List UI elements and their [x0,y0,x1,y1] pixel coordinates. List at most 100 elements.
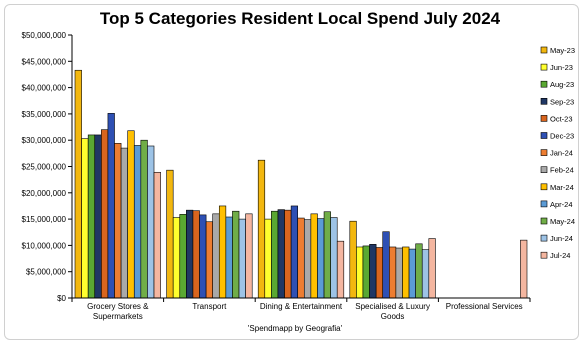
y-axis: $0 $5,000,000 $10,000,000 $15,000,000 $20,00… [22,31,73,303]
bar [271,210,279,299]
x-tick-label: Transport [192,302,227,311]
bar [205,221,213,299]
legend-label: May-24 [550,217,575,226]
bar [520,239,528,299]
y-tick-label: $0 [57,294,66,303]
bar [257,159,266,299]
y-tick-label: $20,000,000 [22,189,67,198]
bar [199,214,207,299]
bar [303,219,312,299]
bar [238,218,246,299]
bar [127,130,135,299]
bar [87,134,96,299]
y-tick-label: $40,000,000 [22,84,67,93]
chart-title: Top 5 Categories Resident Local Spend Ju… [100,9,501,28]
legend-label: Apr-24 [550,200,573,209]
x-tick-label: Professional Services [446,302,523,311]
legend-swatch [540,80,548,88]
bar [192,210,200,299]
legend-swatch [540,200,548,208]
legend-swatch [540,251,548,259]
bar [330,217,338,299]
y-tick-label: $5,000,000 [26,268,67,277]
bar [153,171,161,299]
bar [225,216,233,299]
bar [375,247,384,299]
legend-swatch [540,46,548,54]
bar [297,217,305,299]
bar [245,213,253,299]
bar [120,147,128,299]
bar [264,218,272,299]
y-tick-label: $50,000,000 [22,31,67,40]
legend-swatch [540,183,548,191]
bar [349,220,357,299]
bar [290,205,298,299]
y-tick-label: $35,000,000 [22,110,67,119]
bar [408,248,416,299]
bar [94,134,102,299]
bar [395,247,403,299]
bar [421,249,430,299]
bars [74,69,528,299]
bar [402,246,410,299]
legend-swatch [540,166,548,173]
legend-swatch [540,63,548,71]
y-tick-label: $10,000,000 [22,241,67,250]
bar [310,213,318,299]
bar [166,169,174,299]
legend-swatch [540,234,548,242]
legend-label: Jan-24 [550,149,573,158]
bar [133,145,142,299]
bar [212,213,220,299]
bar [218,205,227,299]
bar [323,211,331,299]
legend-label: Sep-23 [550,97,574,106]
bar [114,143,122,299]
bar [179,214,187,299]
legend-label: Aug-23 [550,80,574,89]
legend: May-23 Jun-23 Aug-23 Sep-23 Oct-23 Dec-23 Jan-… [540,46,575,260]
bar [369,244,377,299]
bar [317,218,325,299]
legend-label: Dec-23 [550,132,574,141]
bar [81,138,89,299]
legend-swatch [540,217,548,225]
y-tick-label: $30,000,000 [22,136,67,145]
legend-label: May-23 [550,46,575,55]
legend-label: Oct-23 [550,114,573,123]
bar [356,246,364,299]
x-axis-label: 'Spendmapp by Geografia' [248,324,343,333]
y-tick-label: $25,000,000 [22,163,67,172]
bar [101,129,109,299]
bar [107,113,115,299]
bar [415,243,423,299]
bar [147,145,155,299]
legend-label: Mar-24 [550,183,574,192]
legend-swatch [540,115,548,122]
bar [232,210,240,299]
bar [277,209,285,299]
bar [389,246,397,299]
bar [140,139,148,299]
legend-label: Jun-23 [550,63,573,72]
legend-swatch [540,98,548,105]
bar [186,209,194,299]
legend-label: Jun-24 [550,234,573,243]
x-tick-label: Specialised & Luxury Goods [355,302,430,321]
legend-swatch [540,149,548,156]
bar [382,231,390,299]
legend-swatch [540,132,548,139]
bar [284,209,292,299]
y-tick-label: $45,000,000 [22,57,67,66]
legend-label: Jul-24 [550,251,570,260]
bar [362,245,370,299]
bar [336,240,345,299]
x-tick-label: Dining & Entertainment [260,302,343,311]
legend-label: Feb-24 [550,166,574,175]
bar [428,238,436,299]
y-tick-label: $15,000,000 [22,215,67,224]
bar [74,69,82,299]
x-axis: Grocery Stores & Supermarkets Transport Din… [71,297,531,321]
